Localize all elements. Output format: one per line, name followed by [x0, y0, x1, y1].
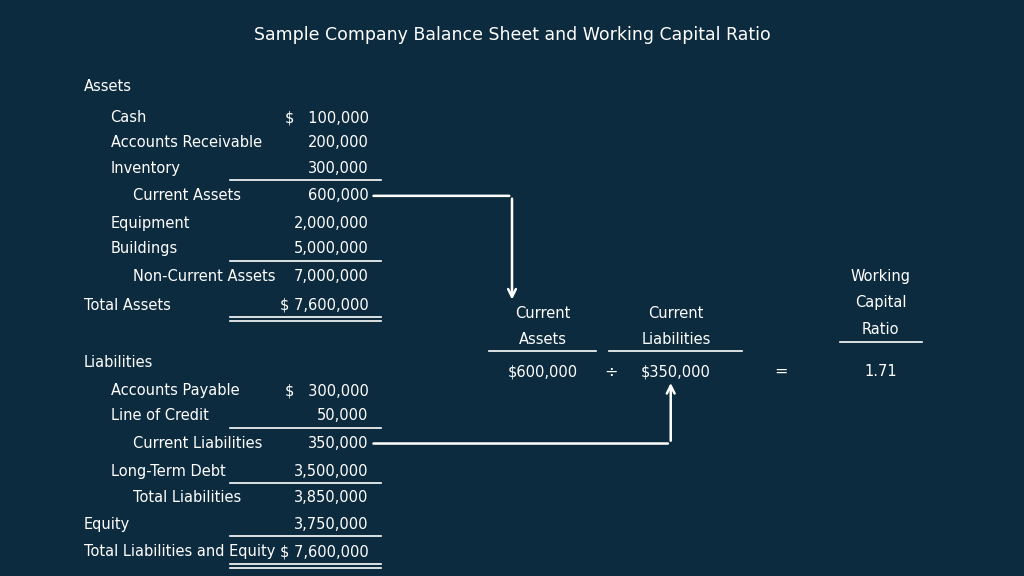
Text: Buildings: Buildings: [111, 241, 178, 256]
Text: Ratio: Ratio: [862, 322, 899, 337]
Text: =: =: [774, 364, 788, 379]
Text: 350,000: 350,000: [308, 436, 369, 451]
Text: Capital: Capital: [855, 295, 906, 310]
Text: 7,000,000: 7,000,000: [294, 269, 369, 284]
Text: Accounts Receivable: Accounts Receivable: [111, 135, 262, 150]
Text: $600,000: $600,000: [508, 364, 578, 379]
Text: Line of Credit: Line of Credit: [111, 408, 209, 423]
Text: Liabilities: Liabilities: [84, 355, 154, 370]
Text: Equity: Equity: [84, 517, 130, 532]
Text: Non-Current Assets: Non-Current Assets: [133, 269, 275, 284]
Text: Total Liabilities and Equity: Total Liabilities and Equity: [84, 544, 275, 559]
Text: Current Assets: Current Assets: [133, 188, 241, 203]
Text: Current Liabilities: Current Liabilities: [133, 436, 262, 451]
Text: 300,000: 300,000: [308, 161, 369, 176]
Text: 3,850,000: 3,850,000: [294, 490, 369, 505]
Text: $   300,000: $ 300,000: [285, 383, 369, 398]
Text: 5,000,000: 5,000,000: [294, 241, 369, 256]
Text: 2,000,000: 2,000,000: [294, 216, 369, 231]
Text: Total Liabilities: Total Liabilities: [133, 490, 242, 505]
Text: Liabilities: Liabilities: [641, 332, 711, 347]
Text: Cash: Cash: [111, 110, 147, 125]
Text: 200,000: 200,000: [308, 135, 369, 150]
Text: Equipment: Equipment: [111, 216, 190, 231]
Text: Working: Working: [851, 269, 910, 284]
Text: 3,750,000: 3,750,000: [294, 517, 369, 532]
Text: Accounts Payable: Accounts Payable: [111, 383, 240, 398]
Text: $   100,000: $ 100,000: [285, 110, 369, 125]
Text: $ 7,600,000: $ 7,600,000: [280, 298, 369, 313]
Text: Sample Company Balance Sheet and Working Capital Ratio: Sample Company Balance Sheet and Working…: [254, 25, 770, 44]
Text: Assets: Assets: [519, 332, 566, 347]
Text: Long-Term Debt: Long-Term Debt: [111, 464, 225, 479]
Text: 1.71: 1.71: [864, 364, 897, 379]
Text: $350,000: $350,000: [641, 364, 711, 379]
Text: 50,000: 50,000: [317, 408, 369, 423]
Text: Inventory: Inventory: [111, 161, 180, 176]
Text: 3,500,000: 3,500,000: [294, 464, 369, 479]
Text: $ 7,600,000: $ 7,600,000: [280, 544, 369, 559]
Text: Current: Current: [515, 306, 570, 321]
Text: 600,000: 600,000: [308, 188, 369, 203]
Text: Assets: Assets: [84, 79, 132, 94]
Text: Total Assets: Total Assets: [84, 298, 171, 313]
Text: ÷: ÷: [604, 364, 618, 379]
Text: Current: Current: [648, 306, 703, 321]
